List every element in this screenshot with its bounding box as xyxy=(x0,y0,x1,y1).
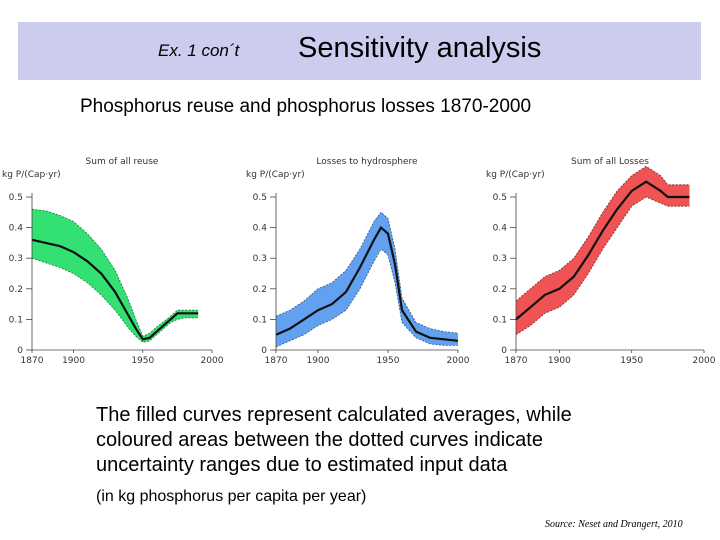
title-bar xyxy=(18,22,701,80)
x-tick-label: 1900 xyxy=(548,356,571,366)
y-tick-label: 0 xyxy=(17,346,23,356)
x-tick-label: 2000 xyxy=(447,356,470,366)
y-tick-label: 0.4 xyxy=(493,224,508,234)
y-tick-label: 0.2 xyxy=(9,285,23,295)
lower-bound-line xyxy=(515,196,690,336)
mean-line xyxy=(31,238,199,341)
lower-bound-line xyxy=(31,257,199,343)
caption-line-1: The filled curves represent calculated a… xyxy=(96,404,572,426)
y-tick-label: 0.3 xyxy=(493,254,507,264)
example-tag: Ex. 1 con´t xyxy=(158,41,240,60)
chart-1: Sum of all reuse kg P/(Cap·yr) 0 0.1 0.2 0.3 0… xyxy=(2,157,224,366)
mean-line xyxy=(275,225,459,342)
y-tick-label: 0 xyxy=(501,346,507,356)
chart-title: Sum of all reuse xyxy=(86,157,159,167)
chart-title: Sum of all Losses xyxy=(571,157,649,167)
x-tick-label: 1870 xyxy=(21,356,44,366)
y-tick-label: 0 xyxy=(261,346,267,356)
uncertainty-band xyxy=(276,212,458,347)
y-tick-label: 0.3 xyxy=(253,254,267,264)
y-tick-label: 0.1 xyxy=(253,315,267,325)
y-tick-label: 0.3 xyxy=(9,254,23,264)
y-tick-label: 0.1 xyxy=(9,315,23,325)
caption-line-3: uncertainty ranges due to estimated inpu… xyxy=(96,454,508,476)
x-tick-label: 1900 xyxy=(62,356,85,366)
y-tick-label: 0.2 xyxy=(493,285,507,295)
y-tick-label: 0.5 xyxy=(493,193,507,203)
upper-bound-line xyxy=(515,165,690,302)
y-axis-label: kg P/(Cap·yr) xyxy=(246,170,305,180)
uncertainty-band xyxy=(516,166,690,335)
y-tick-label: 0.2 xyxy=(253,285,267,295)
y-tick-label: 0.1 xyxy=(493,315,507,325)
units-note: (in kg phosphorus per capita per year) xyxy=(96,488,367,505)
y-tick-label: 0.4 xyxy=(253,224,268,234)
x-tick-label: 2000 xyxy=(201,356,224,366)
mean-line xyxy=(515,180,690,321)
x-tick-label: 1870 xyxy=(505,356,528,366)
x-tick-label: 1950 xyxy=(131,356,154,366)
lower-bound-line xyxy=(275,248,458,348)
uncertainty-band xyxy=(32,209,199,343)
y-tick-label: 0.5 xyxy=(9,193,23,203)
upper-bound-line xyxy=(31,208,199,337)
y-tick-label: 0.4 xyxy=(9,224,24,234)
chart-3: Sum of all Losses kg P/(Cap·yr) 0 0.1 0.2 0.3… xyxy=(486,157,716,366)
charts-panel: Sum of all reuse kg P/(Cap·yr) 0 0.1 0.2 0.3 0… xyxy=(2,157,716,366)
y-axis-label: kg P/(Cap·yr) xyxy=(486,170,545,180)
x-tick-label: 1870 xyxy=(265,356,288,366)
caption: The filled curves represent calculated a… xyxy=(96,403,696,478)
source-citation: Source: Neset and Drangert, 2010 xyxy=(545,519,683,530)
y-axis-label: kg P/(Cap·yr) xyxy=(2,170,61,180)
chart-title: Losses to hydrosphere xyxy=(316,157,418,167)
x-tick-label: 2000 xyxy=(693,356,716,366)
x-tick-label: 1950 xyxy=(620,356,643,366)
page-title: Sensitivity analysis xyxy=(298,32,542,64)
page-subtitle: Phosphorus reuse and phosphorus losses 1… xyxy=(80,96,532,117)
x-tick-label: 1900 xyxy=(307,356,330,366)
x-tick-label: 1950 xyxy=(377,356,400,366)
caption-line-2: coloured areas between the dotted curves… xyxy=(96,429,543,451)
y-tick-label: 0.5 xyxy=(253,193,267,203)
chart-2: Losses to hydrosphere kg P/(Cap·yr) 0 0.1 0.… xyxy=(246,157,470,366)
